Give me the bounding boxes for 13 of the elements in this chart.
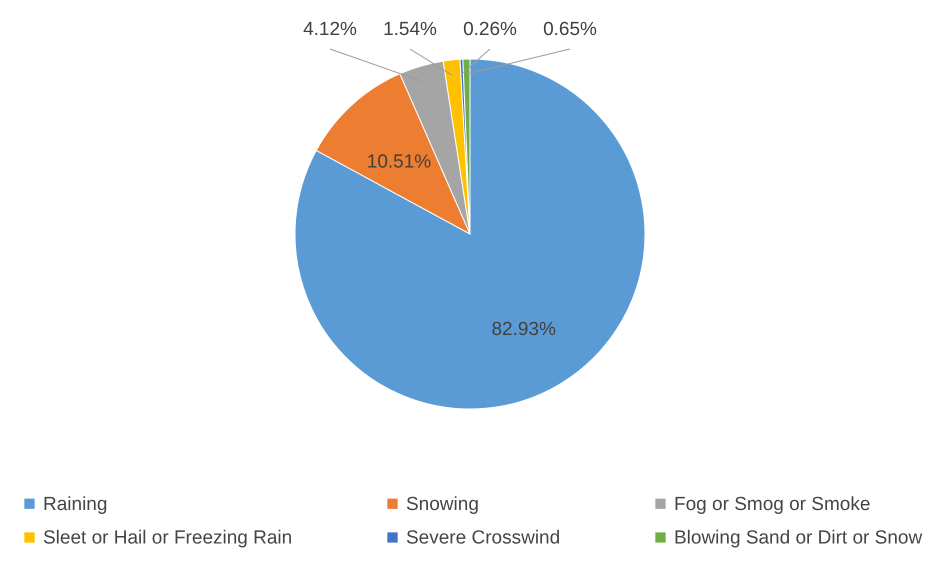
legend-label: Sleet or Hail or Freezing Rain (43, 528, 292, 548)
legend-label: Severe Crosswind (406, 528, 560, 548)
pie-slice (294, 58, 646, 410)
data-label: 0.26% (463, 19, 518, 40)
data-label: 1.54% (383, 19, 438, 40)
legend-label: Raining (43, 494, 108, 515)
legend-label: Blowing Sand or Dirt or Snow (674, 528, 922, 548)
data-label: 10.51% (366, 152, 432, 173)
legend-label: Snowing (406, 494, 479, 515)
data-label: 0.65% (543, 19, 598, 40)
data-label: 82.93% (491, 319, 556, 340)
data-label: 4.12% (303, 19, 358, 40)
legend-label: Fog or Smog or Smoke (674, 494, 870, 515)
